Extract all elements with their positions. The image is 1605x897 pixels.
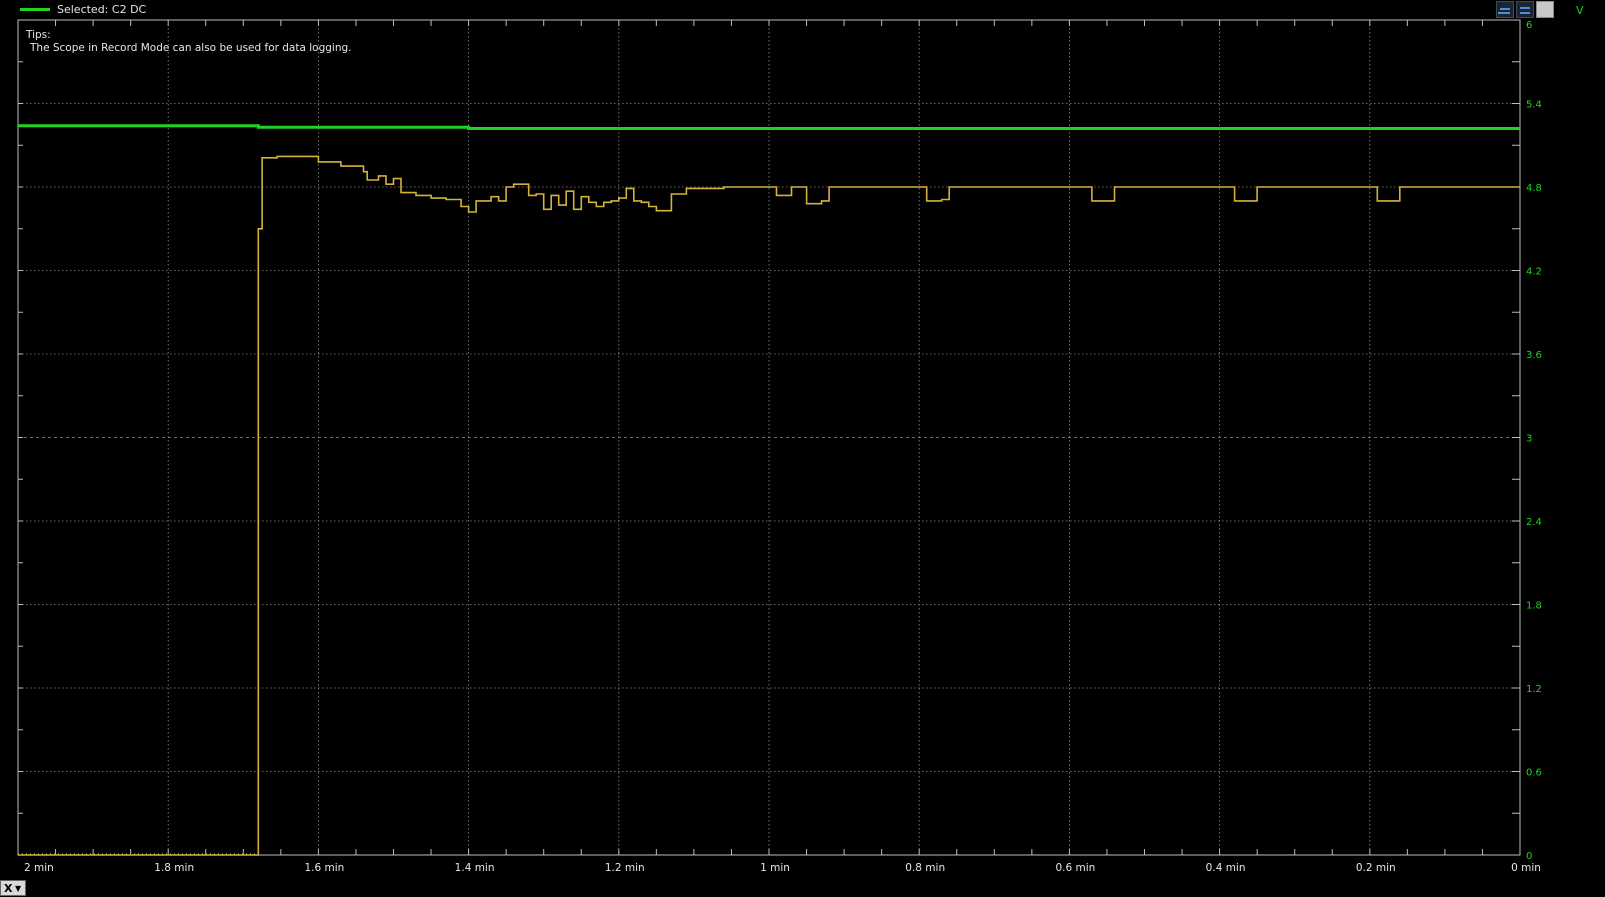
x-tick-label: 1 min: [760, 862, 790, 874]
tips-text: The Scope in Record Mode can also be use…: [30, 42, 352, 54]
grid: [17, 19, 1521, 856]
x-tick-label: 0.2 min: [1356, 862, 1396, 874]
x-tick-label: 2 min: [24, 862, 54, 874]
y-tick-label: 6: [1526, 20, 1532, 31]
camera-icon[interactable]: [1536, 1, 1554, 18]
y-tick-label: 4.2: [1526, 267, 1542, 278]
y-tick-labels: 0 0.6 1.2 1.8 2.4 3 3.6 4.2 4.8 5.4 6: [1526, 20, 1542, 862]
y-tick-label: 1.2: [1526, 684, 1542, 695]
y-tick-label: 5.4: [1526, 100, 1542, 111]
y-tick-label: 3: [1526, 434, 1532, 445]
x-tick-label: 0.6 min: [1055, 862, 1095, 874]
zoom-left-icon[interactable]: [1496, 1, 1514, 18]
x-tick-label: 0 min: [1511, 862, 1541, 874]
x-tick-label: 0.8 min: [905, 862, 945, 874]
y-tick-label: 4.8: [1526, 183, 1542, 194]
tips-box: Tips: The Scope in Record Mode can also …: [26, 29, 352, 55]
x-tick-label: 0.4 min: [1206, 862, 1246, 874]
x-tick-label: 1.4 min: [455, 862, 495, 874]
y-tick-label: 2.4: [1526, 517, 1542, 528]
trace-channel-green: [18, 124, 1520, 130]
x-tick-label: 1.8 min: [154, 862, 194, 874]
selected-channel-swatch: [20, 8, 50, 11]
chevron-down-icon: ▼: [15, 884, 22, 893]
x-axis-channel-button[interactable]: X ▼: [0, 880, 26, 896]
x-tick-labels: 2 min 1.8 min 1.6 min 1.4 min 1.2 min 1 min 0.…: [24, 862, 1541, 874]
y-tick-label: 0: [1526, 851, 1532, 862]
y-unit-label: V: [1576, 4, 1584, 17]
x-button-label: X: [4, 882, 13, 895]
tips-title: Tips:: [26, 29, 51, 41]
traces: [18, 124, 1520, 856]
zoom-fit-icon[interactable]: [1516, 1, 1534, 18]
channel-header: Selected: C2 DC V: [0, 0, 1605, 20]
trace-channel-yellow: [18, 155, 1520, 856]
y-tick-label: 0.6: [1526, 768, 1542, 779]
y-tick-label: 3.6: [1526, 350, 1542, 361]
x-tick-label: 1.2 min: [605, 862, 645, 874]
y-tick-label: 1.8: [1526, 601, 1542, 612]
x-tick-label: 1.6 min: [304, 862, 344, 874]
selected-channel-label: Selected: C2 DC: [57, 3, 147, 16]
axes: [17, 19, 1521, 856]
